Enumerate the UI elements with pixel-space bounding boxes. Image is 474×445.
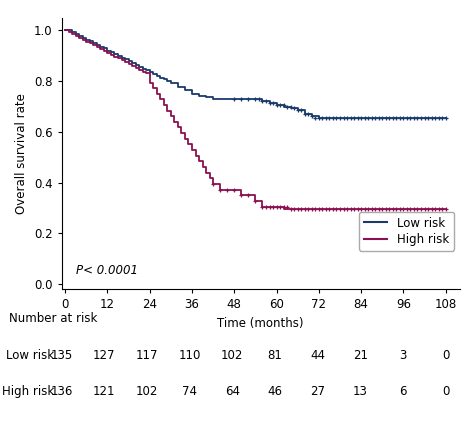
Text: 21: 21 xyxy=(353,349,368,362)
Y-axis label: Overall survival rate: Overall survival rate xyxy=(16,93,28,214)
Text: 0: 0 xyxy=(442,385,449,398)
Text: 135: 135 xyxy=(51,349,73,362)
Text: 0: 0 xyxy=(442,349,449,362)
Text: 3: 3 xyxy=(399,349,407,362)
Text: 102: 102 xyxy=(221,349,244,362)
Text: 74: 74 xyxy=(182,385,197,398)
Text: 121: 121 xyxy=(93,385,116,398)
Text: 136: 136 xyxy=(50,385,73,398)
Text: P< 0.0001: P< 0.0001 xyxy=(76,263,138,276)
Text: 127: 127 xyxy=(93,349,116,362)
Text: 6: 6 xyxy=(399,385,407,398)
Text: 117: 117 xyxy=(136,349,158,362)
Text: 44: 44 xyxy=(310,349,325,362)
Text: 46: 46 xyxy=(267,385,283,398)
Text: Low risk: Low risk xyxy=(6,349,55,362)
Text: High risk: High risk xyxy=(2,385,55,398)
Legend: Low risk, High risk: Low risk, High risk xyxy=(359,212,454,251)
Text: 81: 81 xyxy=(267,349,283,362)
Text: 13: 13 xyxy=(353,385,368,398)
X-axis label: Time (months): Time (months) xyxy=(218,317,304,330)
Text: 102: 102 xyxy=(136,385,158,398)
Text: 64: 64 xyxy=(225,385,240,398)
Text: 27: 27 xyxy=(310,385,325,398)
Text: 110: 110 xyxy=(178,349,201,362)
Text: Number at risk: Number at risk xyxy=(9,312,98,324)
